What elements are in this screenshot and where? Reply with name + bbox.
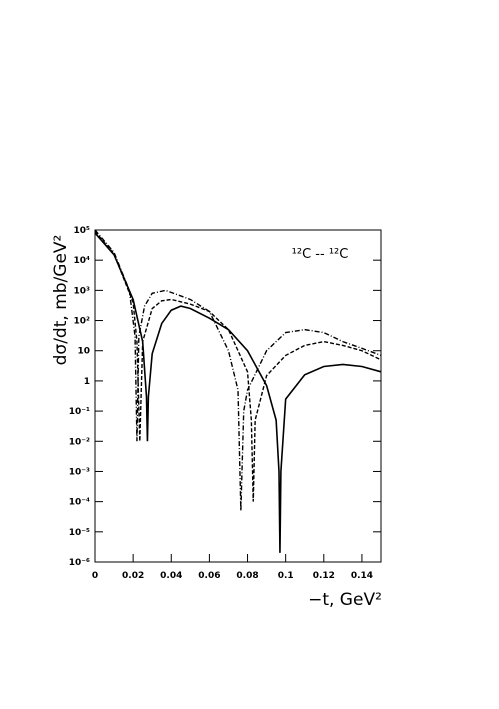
y-tick-label: 10⁵ [74,226,91,236]
y-tick-label: 10⁴ [74,256,91,266]
y-tick-label: 10³ [74,286,91,296]
x-tick-label: 0.06 [198,571,220,581]
x-tick-label: 0.02 [122,571,144,581]
data-line [94,229,382,511]
y-tick-label: 10⁻⁶ [69,558,90,568]
x-tick-label: 0.14 [351,571,373,581]
data-line [94,230,382,502]
y-tick-label: 10⁻² [69,437,90,447]
data-line [94,232,382,553]
y-tick-label: 10² [74,317,91,327]
y-tick-label: 10⁻¹ [69,407,90,417]
y-tick-label: 10⁻⁵ [69,528,90,538]
x-axis-label: −t, GeV² [308,590,382,610]
y-axis-label: dσ/dt, mb/GeV² [51,235,71,366]
y-tick-label: 1 [84,377,90,387]
x-tick-label: 0.1 [278,571,294,581]
y-tick-label: 10 [77,347,90,357]
plot-frame [94,229,382,563]
x-tick-label: 0 [92,571,98,581]
x-tick-label: 0.08 [236,571,258,581]
x-tick-label: 0.04 [160,571,182,581]
y-tick-label: 10⁻³ [69,467,90,477]
annotation: ¹²C -- ¹²C [292,247,349,262]
y-tick-label: 10⁻⁴ [69,498,90,508]
x-tick-label: 0.12 [313,571,335,581]
